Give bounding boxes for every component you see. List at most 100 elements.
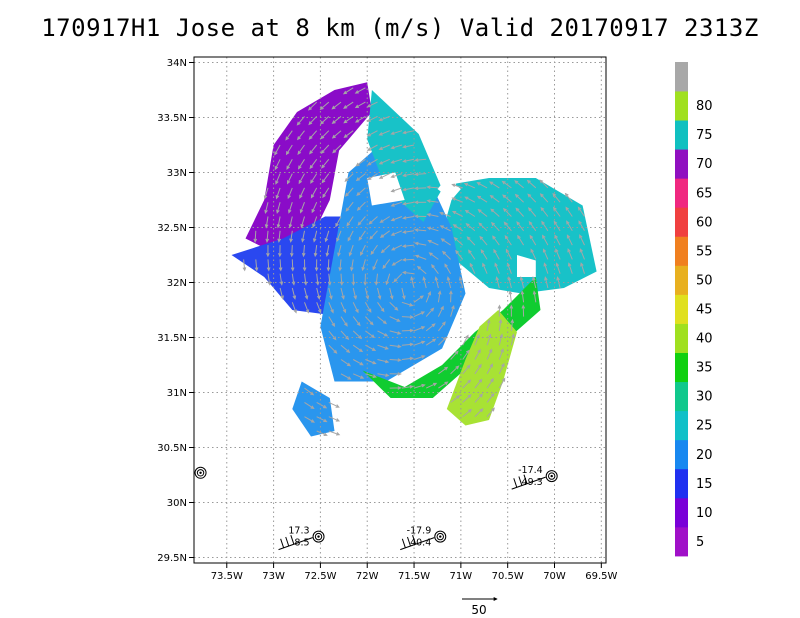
wind-vector-340 (331, 130, 342, 139)
wind-vector-283 (263, 187, 269, 200)
wind-vector-26 (353, 373, 365, 379)
y-axis: 29.5N 30N 30.5N 31N 31.5N 32N 32.5N 33N 33.5N 34N (157, 58, 194, 564)
wind-vector-220 (390, 230, 403, 236)
colorbar-bin (675, 294, 688, 324)
wind-vector-297 (476, 182, 488, 189)
wind-vector-157 (290, 259, 295, 272)
wind-vector-113 (352, 287, 357, 300)
wind-vector-84 (425, 307, 435, 317)
wind-vector-6 (474, 408, 484, 418)
wind-vector-10 (328, 401, 340, 408)
wind-vectors (242, 87, 585, 436)
wind-vector-231 (528, 220, 537, 232)
wind-vector-322 (378, 158, 390, 165)
wind-vector-244 (368, 216, 378, 225)
wind-vector-32 (462, 364, 471, 375)
x-tick-label: 71.5W (398, 571, 430, 582)
reference-label: 50 (471, 603, 486, 617)
wind-vector-105 (520, 290, 525, 303)
wind-vector-58 (462, 334, 469, 346)
wind-vector-106 (532, 290, 537, 303)
wind-vector-61 (498, 333, 504, 346)
wind-vector-307 (321, 173, 330, 184)
y-tick-label: 30.5N (157, 443, 187, 454)
colorbar-label: 5 (696, 535, 704, 550)
wind-vector-280 (539, 193, 549, 203)
wind-vector-328 (297, 144, 305, 155)
station-lower-value: 40.4 (410, 538, 431, 549)
wind-vector-37 (352, 359, 364, 366)
wind-vector-257 (527, 207, 537, 217)
wind-vector-104 (508, 290, 513, 303)
y-tick-label: 32N (167, 278, 187, 289)
wind-vector-344 (390, 130, 403, 135)
wind-vector-286 (299, 187, 305, 199)
wind-vector-302 (539, 179, 549, 189)
colorbar-bin (675, 120, 688, 150)
wind-vector-234 (566, 220, 573, 232)
wind-vector-89 (521, 304, 526, 317)
y-tick-label: 29.5N (157, 553, 187, 564)
wind-vector-33 (474, 363, 482, 375)
wind-vector-221 (402, 230, 415, 234)
wind-vector-319 (321, 158, 330, 169)
wind-vector-265 (299, 202, 305, 214)
wind-vector-153 (242, 259, 247, 272)
wind-vector-205 (554, 234, 561, 246)
wind-vector-111 (328, 287, 333, 300)
station-ring-inner (436, 532, 444, 541)
wind-vector-117 (401, 287, 406, 300)
wind-vector-348 (319, 116, 330, 125)
wind-vector-87 (497, 304, 502, 317)
wind-vector-338 (308, 130, 318, 140)
wind-vector-325 (414, 158, 427, 162)
wind-vector-172 (468, 249, 476, 260)
wind-vector-301 (526, 179, 537, 189)
observation-stations: 17.38.5 -17.940.4 -17.449.3 (194, 465, 558, 551)
wind-vector-49 (340, 344, 351, 354)
wind-barb-flag (523, 474, 528, 484)
wind-vector-160 (326, 259, 331, 272)
wind-vector-122 (458, 276, 464, 289)
wind-vector-28 (377, 373, 390, 377)
wind-vector-199 (479, 235, 488, 246)
wind-vector-245 (379, 216, 390, 223)
wind-vector-203 (529, 234, 537, 246)
chart-title: 170917H1 Jose at 8 km (m/s) Valid 201709… (41, 14, 759, 42)
wind-vector-285 (287, 187, 293, 200)
wind-vector-229 (503, 221, 512, 232)
wind-vector-76 (328, 316, 336, 327)
wind-vector-316 (286, 159, 293, 170)
wind-vector-44 (462, 349, 470, 360)
wind-vector-333 (378, 144, 390, 150)
wind-barb-flag (285, 536, 290, 547)
wind-vector-279 (527, 193, 537, 203)
wind-vector-293 (414, 186, 427, 191)
wind-vector-22 (474, 378, 483, 389)
wind-vector-289 (344, 187, 354, 197)
wind-vector-59 (474, 333, 480, 346)
wind-vector-295 (451, 183, 463, 189)
wind-vector-290 (356, 187, 366, 196)
colorbar-bin (675, 91, 688, 121)
wind-vector-109 (304, 287, 309, 300)
wind-vector-358 (354, 101, 366, 109)
wind-vector-337 (296, 130, 305, 141)
x-tick-label: 72W (356, 571, 379, 582)
station-upper-value: 17.3 (288, 526, 309, 537)
wind-vector-315 (274, 159, 281, 171)
colorbar-label: 35 (696, 361, 713, 376)
wind-vector-171 (455, 249, 464, 260)
wind-vector-185 (313, 245, 318, 258)
wind-vector-67 (377, 330, 389, 337)
wind-vector-161 (338, 259, 343, 272)
colorbar-label: 50 (696, 273, 713, 288)
wind-vector-268 (356, 201, 366, 211)
wind-vector-102 (437, 290, 442, 303)
colorbar-label: 70 (696, 157, 713, 172)
wind-vector-155 (266, 259, 271, 272)
colorbar: 5 10 15 20 25 30 35 40 45 50 55 60 65 70 75 80 (675, 62, 713, 557)
wind-vector-308 (344, 173, 354, 183)
wind-vector-345 (402, 130, 415, 135)
wind-vector-222 (414, 228, 427, 232)
